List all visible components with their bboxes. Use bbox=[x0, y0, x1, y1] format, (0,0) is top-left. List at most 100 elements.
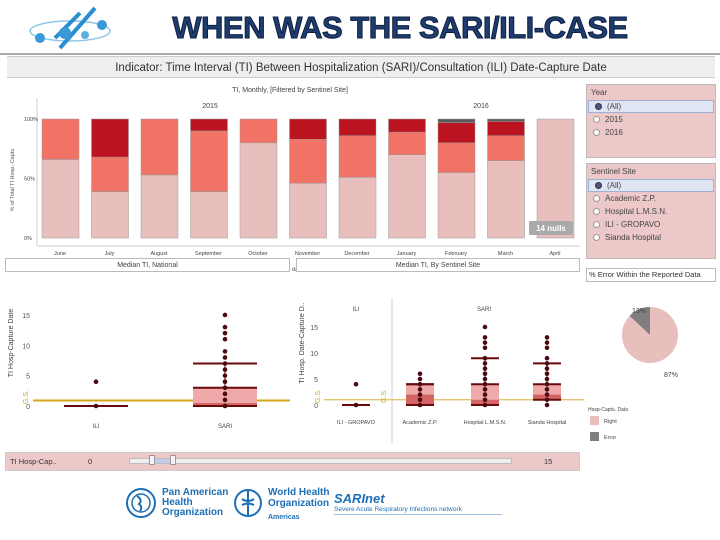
data-point bbox=[222, 355, 228, 360]
pie-slice-error bbox=[629, 307, 650, 335]
y-axis-label: TI Hosp. Date-Capture D.. bbox=[299, 302, 306, 383]
x-tick-label: Academic Z.P. bbox=[402, 420, 438, 426]
site-option[interactable]: Academic Z.P. bbox=[587, 192, 715, 205]
bar-segment bbox=[239, 142, 278, 239]
nulls-badge bbox=[529, 221, 573, 235]
slider-handle-high[interactable] bbox=[170, 455, 176, 465]
bar-segment bbox=[437, 142, 476, 173]
bar-segment bbox=[239, 118, 278, 144]
x-tick-label: January bbox=[397, 251, 417, 257]
group-label: ILI bbox=[353, 307, 360, 313]
bar-segment bbox=[289, 118, 327, 140]
data-point bbox=[482, 345, 488, 351]
bar-segment bbox=[487, 118, 525, 122]
data-point bbox=[353, 402, 359, 408]
data-point bbox=[544, 392, 550, 397]
bar-segment bbox=[190, 118, 228, 132]
slider-label: TI Hosp-Cap.. bbox=[10, 457, 57, 466]
site-option[interactable]: Hospital L.M.S.N. bbox=[587, 205, 715, 218]
box-lower bbox=[533, 394, 561, 400]
bar-segment bbox=[338, 177, 377, 239]
data-point bbox=[222, 385, 228, 391]
x-tick-label: August bbox=[150, 251, 168, 257]
y-tick-label: 50% bbox=[24, 177, 35, 183]
data-point bbox=[544, 387, 550, 392]
data-point bbox=[222, 379, 228, 385]
y-axis-label: TI Hosp-Capture Date bbox=[8, 309, 15, 378]
radio-icon[interactable] bbox=[595, 182, 602, 189]
divider bbox=[0, 53, 720, 55]
national-panel-title: Median TI, National bbox=[5, 258, 290, 272]
radio-icon[interactable] bbox=[593, 221, 600, 228]
data-point bbox=[544, 376, 550, 382]
year-option[interactable]: 2015 bbox=[587, 113, 715, 126]
reference-label: G.S. bbox=[381, 389, 388, 403]
data-point bbox=[544, 361, 550, 366]
data-point bbox=[482, 397, 488, 403]
data-point bbox=[222, 367, 228, 372]
radio-icon[interactable] bbox=[593, 195, 600, 202]
year-label: 2015 bbox=[202, 103, 218, 110]
year-option-label: 2016 bbox=[605, 128, 623, 137]
slider-handle-low[interactable] bbox=[149, 455, 155, 465]
legend-label: Right bbox=[604, 419, 617, 425]
bar-segment bbox=[140, 118, 179, 176]
y-tick-label: 100% bbox=[24, 117, 38, 123]
data-point bbox=[417, 392, 423, 397]
error-pie-chart: 13% 87% Hosp-Captu. Data Right Error bbox=[588, 307, 678, 441]
radio-icon[interactable] bbox=[593, 234, 600, 241]
radio-icon[interactable] bbox=[595, 103, 602, 110]
x-tick-label: July bbox=[105, 251, 115, 257]
site-option[interactable]: Sianda Hospital bbox=[587, 231, 715, 244]
ti-range-filter: TI Hosp-Cap.. 0 15 bbox=[5, 452, 580, 471]
year-option[interactable]: 2016 bbox=[587, 126, 715, 139]
data-point bbox=[482, 387, 488, 392]
data-point bbox=[544, 355, 550, 361]
slider-track[interactable] bbox=[129, 455, 512, 465]
data-point bbox=[482, 376, 488, 382]
data-point bbox=[482, 335, 488, 340]
radio-icon[interactable] bbox=[593, 116, 600, 123]
bar-segment bbox=[388, 154, 426, 239]
y-tick-label: 15 bbox=[22, 313, 30, 320]
data-point bbox=[482, 324, 488, 330]
x-tick-label: November bbox=[295, 251, 321, 257]
bar-segment bbox=[338, 118, 377, 136]
year-option-label: 2015 bbox=[605, 115, 623, 124]
bar-segment bbox=[140, 174, 179, 239]
data-point bbox=[544, 402, 550, 408]
site-option[interactable]: ILI - GROPAVO bbox=[587, 218, 715, 231]
site-option-label: Hospital L.M.S.N. bbox=[605, 207, 668, 216]
bar-segment bbox=[91, 118, 129, 158]
bar-segment bbox=[388, 131, 426, 155]
paho-line-1: Pan American bbox=[162, 487, 229, 498]
year-filter-title: Year bbox=[591, 88, 608, 97]
x-tick-label: SARI bbox=[218, 424, 232, 430]
radio-icon[interactable] bbox=[593, 129, 600, 136]
legend-label: Error bbox=[604, 435, 616, 441]
slider-range bbox=[153, 459, 173, 463]
data-point bbox=[417, 402, 423, 408]
data-point bbox=[222, 324, 228, 330]
data-point bbox=[544, 335, 550, 340]
who-line-2: Organization bbox=[268, 498, 330, 509]
radio-icon[interactable] bbox=[593, 208, 600, 215]
data-point bbox=[222, 361, 228, 366]
legend-swatch bbox=[590, 416, 599, 425]
year-filter: Year (All) 2015 2016 bbox=[586, 84, 716, 158]
bar-segment bbox=[487, 160, 525, 239]
y-tick-label: 0% bbox=[24, 236, 32, 242]
data-point bbox=[544, 397, 550, 403]
data-point bbox=[544, 340, 550, 345]
sentinel-site-filter: Sentinel Site (All) Academic Z.P. Hospital… bbox=[586, 163, 716, 259]
site-option[interactable]: (All) bbox=[588, 179, 714, 192]
data-point bbox=[93, 403, 99, 409]
year-option[interactable]: (All) bbox=[588, 100, 714, 113]
data-point bbox=[222, 397, 228, 403]
site-box-plot: TI Hosp. Date-Capture D.. 0 5 10 15 G.S. G.S. I… bbox=[299, 298, 584, 443]
y-tick-label: 0 bbox=[26, 404, 30, 411]
logo-icon bbox=[29, 6, 111, 50]
x-tick-label: ILI bbox=[93, 424, 100, 430]
site-option-label: ILI - GROPAVO bbox=[605, 220, 661, 229]
data-point bbox=[222, 312, 228, 318]
